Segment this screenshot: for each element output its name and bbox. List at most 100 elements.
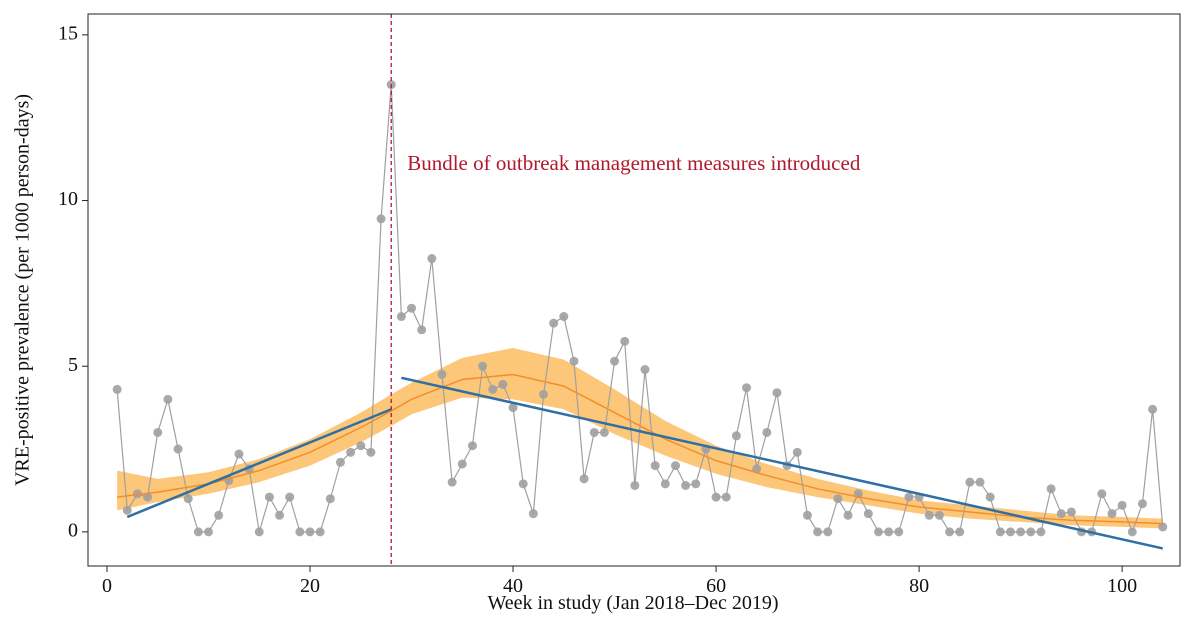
x-axis-label: Week in study (Jan 2018–Dec 2019) [487, 592, 778, 614]
data-point [620, 336, 630, 346]
data-point [884, 527, 894, 537]
data-point [173, 444, 183, 454]
data-point [275, 510, 285, 520]
data-point [610, 356, 620, 366]
x-tick-label: 80 [909, 575, 929, 597]
data-point [863, 509, 873, 519]
data-point [325, 494, 335, 504]
data-point [538, 389, 548, 399]
data-point [1036, 527, 1046, 537]
series-line [117, 373, 1163, 525]
data-point [599, 427, 609, 437]
data-point [285, 492, 295, 502]
data-point [630, 480, 640, 490]
data-point [640, 365, 650, 375]
data-point [407, 303, 417, 313]
data-point [122, 505, 132, 515]
data-point [295, 527, 305, 537]
data-point [945, 527, 955, 537]
data-point [1056, 509, 1066, 519]
data-point [894, 527, 904, 537]
data-point [1107, 509, 1117, 519]
data-point [1117, 500, 1127, 510]
data-point [396, 312, 406, 322]
data-point [1158, 522, 1168, 532]
data-point [1046, 484, 1056, 494]
data-point [366, 447, 376, 457]
plot-frame [87, 13, 1181, 567]
data-point [1148, 404, 1158, 414]
x-tick-label: 40 [503, 575, 523, 597]
data-point [721, 492, 731, 502]
data-point [873, 527, 883, 537]
data-point [478, 361, 488, 371]
data-point [528, 509, 538, 519]
series-line [126, 376, 1164, 550]
data-point [823, 527, 833, 537]
data-point [742, 383, 752, 393]
data-point [955, 527, 965, 537]
x-tick-label: 0 [102, 575, 112, 597]
data-point [975, 477, 985, 487]
data-point [691, 479, 701, 489]
data-point [843, 510, 853, 520]
data-point [457, 459, 467, 469]
data-point [1137, 499, 1147, 509]
data-point [1127, 527, 1137, 537]
data-point [833, 494, 843, 504]
data-point [681, 480, 691, 490]
data-point [1005, 527, 1015, 537]
data-point [1016, 527, 1026, 537]
x-tick-label: 60 [706, 575, 726, 597]
data-point [488, 384, 498, 394]
data-point [579, 474, 589, 484]
data-point [112, 384, 122, 394]
data-point [802, 510, 812, 520]
data-point [214, 510, 224, 520]
y-tick-label: 10 [58, 188, 78, 210]
data-point [924, 510, 934, 520]
data-point [417, 325, 427, 335]
data-point [335, 457, 345, 467]
y-axis-label: VRE-positive prevalence (per 1000 person… [12, 94, 34, 486]
data-point [549, 318, 559, 328]
annotation: Bundle of outbreak management measures i… [407, 151, 861, 175]
y-tick-label: 5 [68, 354, 78, 376]
confidence-band [117, 347, 1163, 529]
x-tick-label: 100 [1107, 575, 1137, 597]
data-point [518, 479, 528, 489]
data-point [589, 427, 599, 437]
data-point [305, 527, 315, 537]
data-point [660, 479, 670, 489]
data-point [559, 312, 569, 322]
data-point [1066, 507, 1076, 517]
data-point [711, 492, 721, 502]
data-point [904, 492, 914, 502]
data-point [254, 527, 264, 537]
data-point [437, 369, 447, 379]
x-tick-label: 20 [300, 575, 320, 597]
y-tick-label: 0 [68, 519, 78, 541]
data-point [427, 254, 437, 264]
data-point [498, 379, 508, 389]
data-point [772, 388, 782, 398]
data-point [995, 527, 1005, 537]
data-point [985, 492, 995, 502]
data-point [234, 449, 244, 459]
data-point [376, 214, 386, 224]
data-point [934, 510, 944, 520]
data-point [1026, 527, 1036, 537]
data-point [1097, 489, 1107, 499]
data-point [467, 441, 477, 451]
data-point [569, 356, 579, 366]
data-point [132, 489, 142, 499]
data-point [762, 427, 772, 437]
data-point [731, 431, 741, 441]
data-point [183, 494, 193, 504]
data-point [264, 492, 274, 502]
data-point [143, 492, 153, 502]
data-point [447, 477, 457, 487]
data-point [163, 394, 173, 404]
data-point [356, 441, 366, 451]
